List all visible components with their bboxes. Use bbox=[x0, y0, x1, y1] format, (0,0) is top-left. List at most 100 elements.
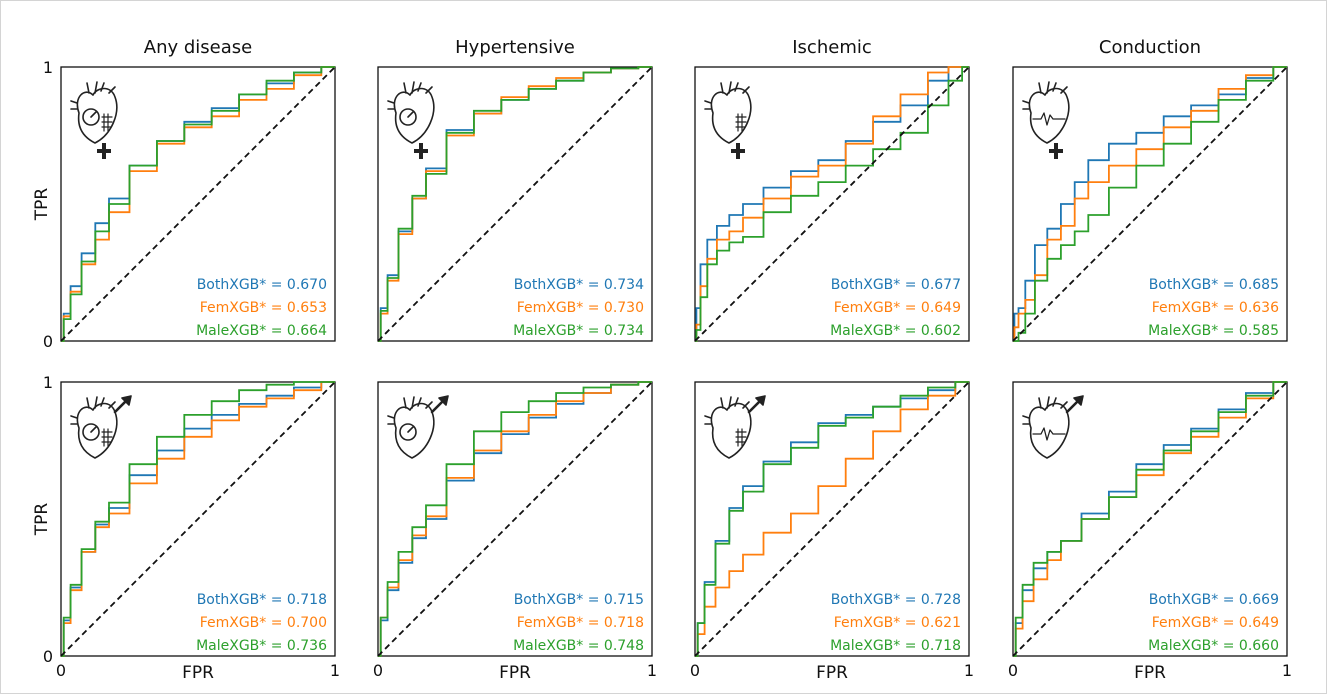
x-tick-label: 0 bbox=[1008, 661, 1018, 680]
gauge-dial bbox=[399, 108, 417, 126]
heart-gauge-grid-male-icon bbox=[70, 395, 132, 459]
roc-panel: 0 1 FPR BothXGB* = 0.669 FemXGB* = 0.649 Male… bbox=[1008, 381, 1292, 683]
male-arrow-head bbox=[1073, 395, 1084, 406]
roc-panel: Ischemic BothXGB* = 0.677 FemXGB* = 0.649 M… bbox=[694, 37, 970, 342]
auc-label-femxgb: FemXGB* = 0.636 bbox=[1152, 300, 1279, 316]
x-tick-label: 1 bbox=[647, 661, 657, 680]
auc-label-bothxgb: BothXGB* = 0.728 bbox=[831, 592, 961, 608]
auc-label-malexgb: MaleXGB* = 0.602 bbox=[830, 323, 961, 339]
auc-label-bothxgb: BothXGB* = 0.669 bbox=[1149, 592, 1279, 608]
y-axis-label: TPR bbox=[32, 503, 52, 537]
heart-gauge-female-icon bbox=[387, 81, 435, 159]
chance-diagonal bbox=[1012, 381, 1288, 657]
y-tick-label: 1 bbox=[43, 373, 53, 392]
x-axis-label: FPR bbox=[1134, 663, 1166, 683]
heart-outline bbox=[393, 87, 435, 144]
chance-diagonal bbox=[377, 66, 653, 342]
roc-curve-malexgb bbox=[61, 66, 335, 342]
heart-vessels bbox=[704, 396, 750, 425]
y-tick-label: 0 bbox=[43, 332, 53, 351]
roc-panel: 0 1 FPR BothXGB* = 0.728 FemXGB* = 0.621 Male… bbox=[690, 381, 974, 683]
gauge-dial bbox=[399, 423, 417, 441]
heart-outline bbox=[1028, 87, 1070, 144]
chance-diagonal bbox=[694, 381, 970, 657]
male-arrow-head bbox=[438, 395, 449, 406]
auc-label-bothxgb: BothXGB* = 0.718 bbox=[197, 592, 327, 608]
roc-panel: 1 0 TPR 0 1 FPR BothXGB* = 0.718 FemXGB* = 0.70… bbox=[32, 373, 340, 683]
female-symbol-icon bbox=[731, 143, 745, 159]
auc-label-femxgb: FemXGB* = 0.653 bbox=[200, 300, 327, 316]
heart-gauge-male-icon bbox=[387, 395, 449, 459]
chance-diagonal bbox=[60, 66, 336, 342]
gauge-needle bbox=[407, 111, 414, 118]
auc-label-femxgb: FemXGB* = 0.649 bbox=[1152, 615, 1279, 631]
roc-panel: Hypertensive BothXGB* = 0.734 FemXGB* = 0.… bbox=[377, 37, 653, 342]
roc-curve-malexgb bbox=[695, 381, 969, 657]
panel-title: Any disease bbox=[144, 37, 252, 58]
heart-ecg-female-icon bbox=[1022, 81, 1070, 159]
heart-vessels bbox=[704, 81, 750, 110]
x-tick-label: 0 bbox=[56, 661, 66, 680]
auc-label-femxgb: FemXGB* = 0.621 bbox=[834, 615, 961, 631]
roc-curve-femxgb bbox=[61, 381, 335, 657]
auc-label-bothxgb: BothXGB* = 0.677 bbox=[831, 277, 961, 293]
auc-label-malexgb: MaleXGB* = 0.718 bbox=[830, 638, 961, 654]
heart-vessels bbox=[1022, 396, 1068, 425]
heart-grid-male-icon bbox=[704, 395, 766, 459]
female-symbol-icon bbox=[97, 143, 111, 159]
gauge-dial bbox=[82, 108, 100, 126]
x-tick-label: 0 bbox=[373, 661, 383, 680]
heart-grid-female-icon bbox=[704, 81, 752, 159]
infarct-hatching bbox=[735, 428, 747, 447]
auc-label-malexgb: MaleXGB* = 0.734 bbox=[513, 323, 644, 339]
gauge-needle bbox=[407, 426, 414, 433]
roc-curve-malexgb bbox=[1013, 66, 1287, 342]
male-arrow-head bbox=[121, 395, 132, 406]
auc-label-femxgb: FemXGB* = 0.649 bbox=[834, 300, 961, 316]
gauge-needle bbox=[90, 111, 97, 118]
chance-diagonal bbox=[377, 381, 653, 657]
gauge-dial bbox=[82, 423, 100, 441]
male-arrow-head bbox=[755, 395, 766, 406]
x-axis-label: FPR bbox=[816, 663, 848, 683]
chance-diagonal bbox=[694, 66, 970, 342]
heart-vessels bbox=[70, 81, 116, 110]
chance-diagonal bbox=[60, 381, 336, 657]
x-axis-label: FPR bbox=[499, 663, 531, 683]
auc-label-femxgb: FemXGB* = 0.718 bbox=[517, 615, 644, 631]
panel-title: Ischemic bbox=[792, 37, 872, 58]
auc-label-femxgb: FemXGB* = 0.700 bbox=[200, 615, 327, 631]
auc-label-malexgb: MaleXGB* = 0.736 bbox=[196, 638, 327, 654]
roc-curve-malexgb bbox=[61, 381, 335, 657]
x-tick-label: 1 bbox=[1282, 661, 1292, 680]
panel-title: Hypertensive bbox=[455, 37, 575, 58]
infarct-hatching bbox=[735, 113, 747, 132]
x-tick-label: 1 bbox=[330, 661, 340, 680]
female-symbol-icon bbox=[1049, 143, 1063, 159]
heart-ecg-male-icon bbox=[1022, 395, 1084, 459]
roc-panel: Any disease 1 0 TPR BothXGB* = 0.670 FemXGB* … bbox=[32, 37, 336, 351]
heart-vessels bbox=[70, 396, 116, 425]
heart-outline bbox=[76, 87, 118, 144]
roc-curve-malexgb bbox=[1013, 381, 1287, 657]
heart-vessels bbox=[387, 81, 433, 110]
y-axis-label: TPR bbox=[32, 188, 52, 222]
auc-label-bothxgb: BothXGB* = 0.685 bbox=[1149, 277, 1279, 293]
auc-label-malexgb: MaleXGB* = 0.664 bbox=[196, 323, 327, 339]
roc-panel: Conduction BothXGB* = 0.685 FemXGB* = 0.63… bbox=[1012, 37, 1288, 342]
auc-label-bothxgb: BothXGB* = 0.715 bbox=[514, 592, 644, 608]
y-tick-label: 0 bbox=[43, 647, 53, 666]
auc-label-malexgb: MaleXGB* = 0.585 bbox=[1148, 323, 1279, 339]
ecg-trace bbox=[1032, 112, 1066, 126]
auc-label-bothxgb: BothXGB* = 0.670 bbox=[197, 277, 327, 293]
infarct-hatching bbox=[101, 428, 113, 447]
x-tick-label: 0 bbox=[690, 661, 700, 680]
heart-vessels bbox=[387, 396, 433, 425]
panel-title: Conduction bbox=[1099, 37, 1201, 58]
x-tick-label: 1 bbox=[964, 661, 974, 680]
roc-curve-malexgb bbox=[378, 381, 652, 657]
roc-curve-femxgb bbox=[695, 381, 969, 657]
gauge-needle bbox=[90, 426, 97, 433]
